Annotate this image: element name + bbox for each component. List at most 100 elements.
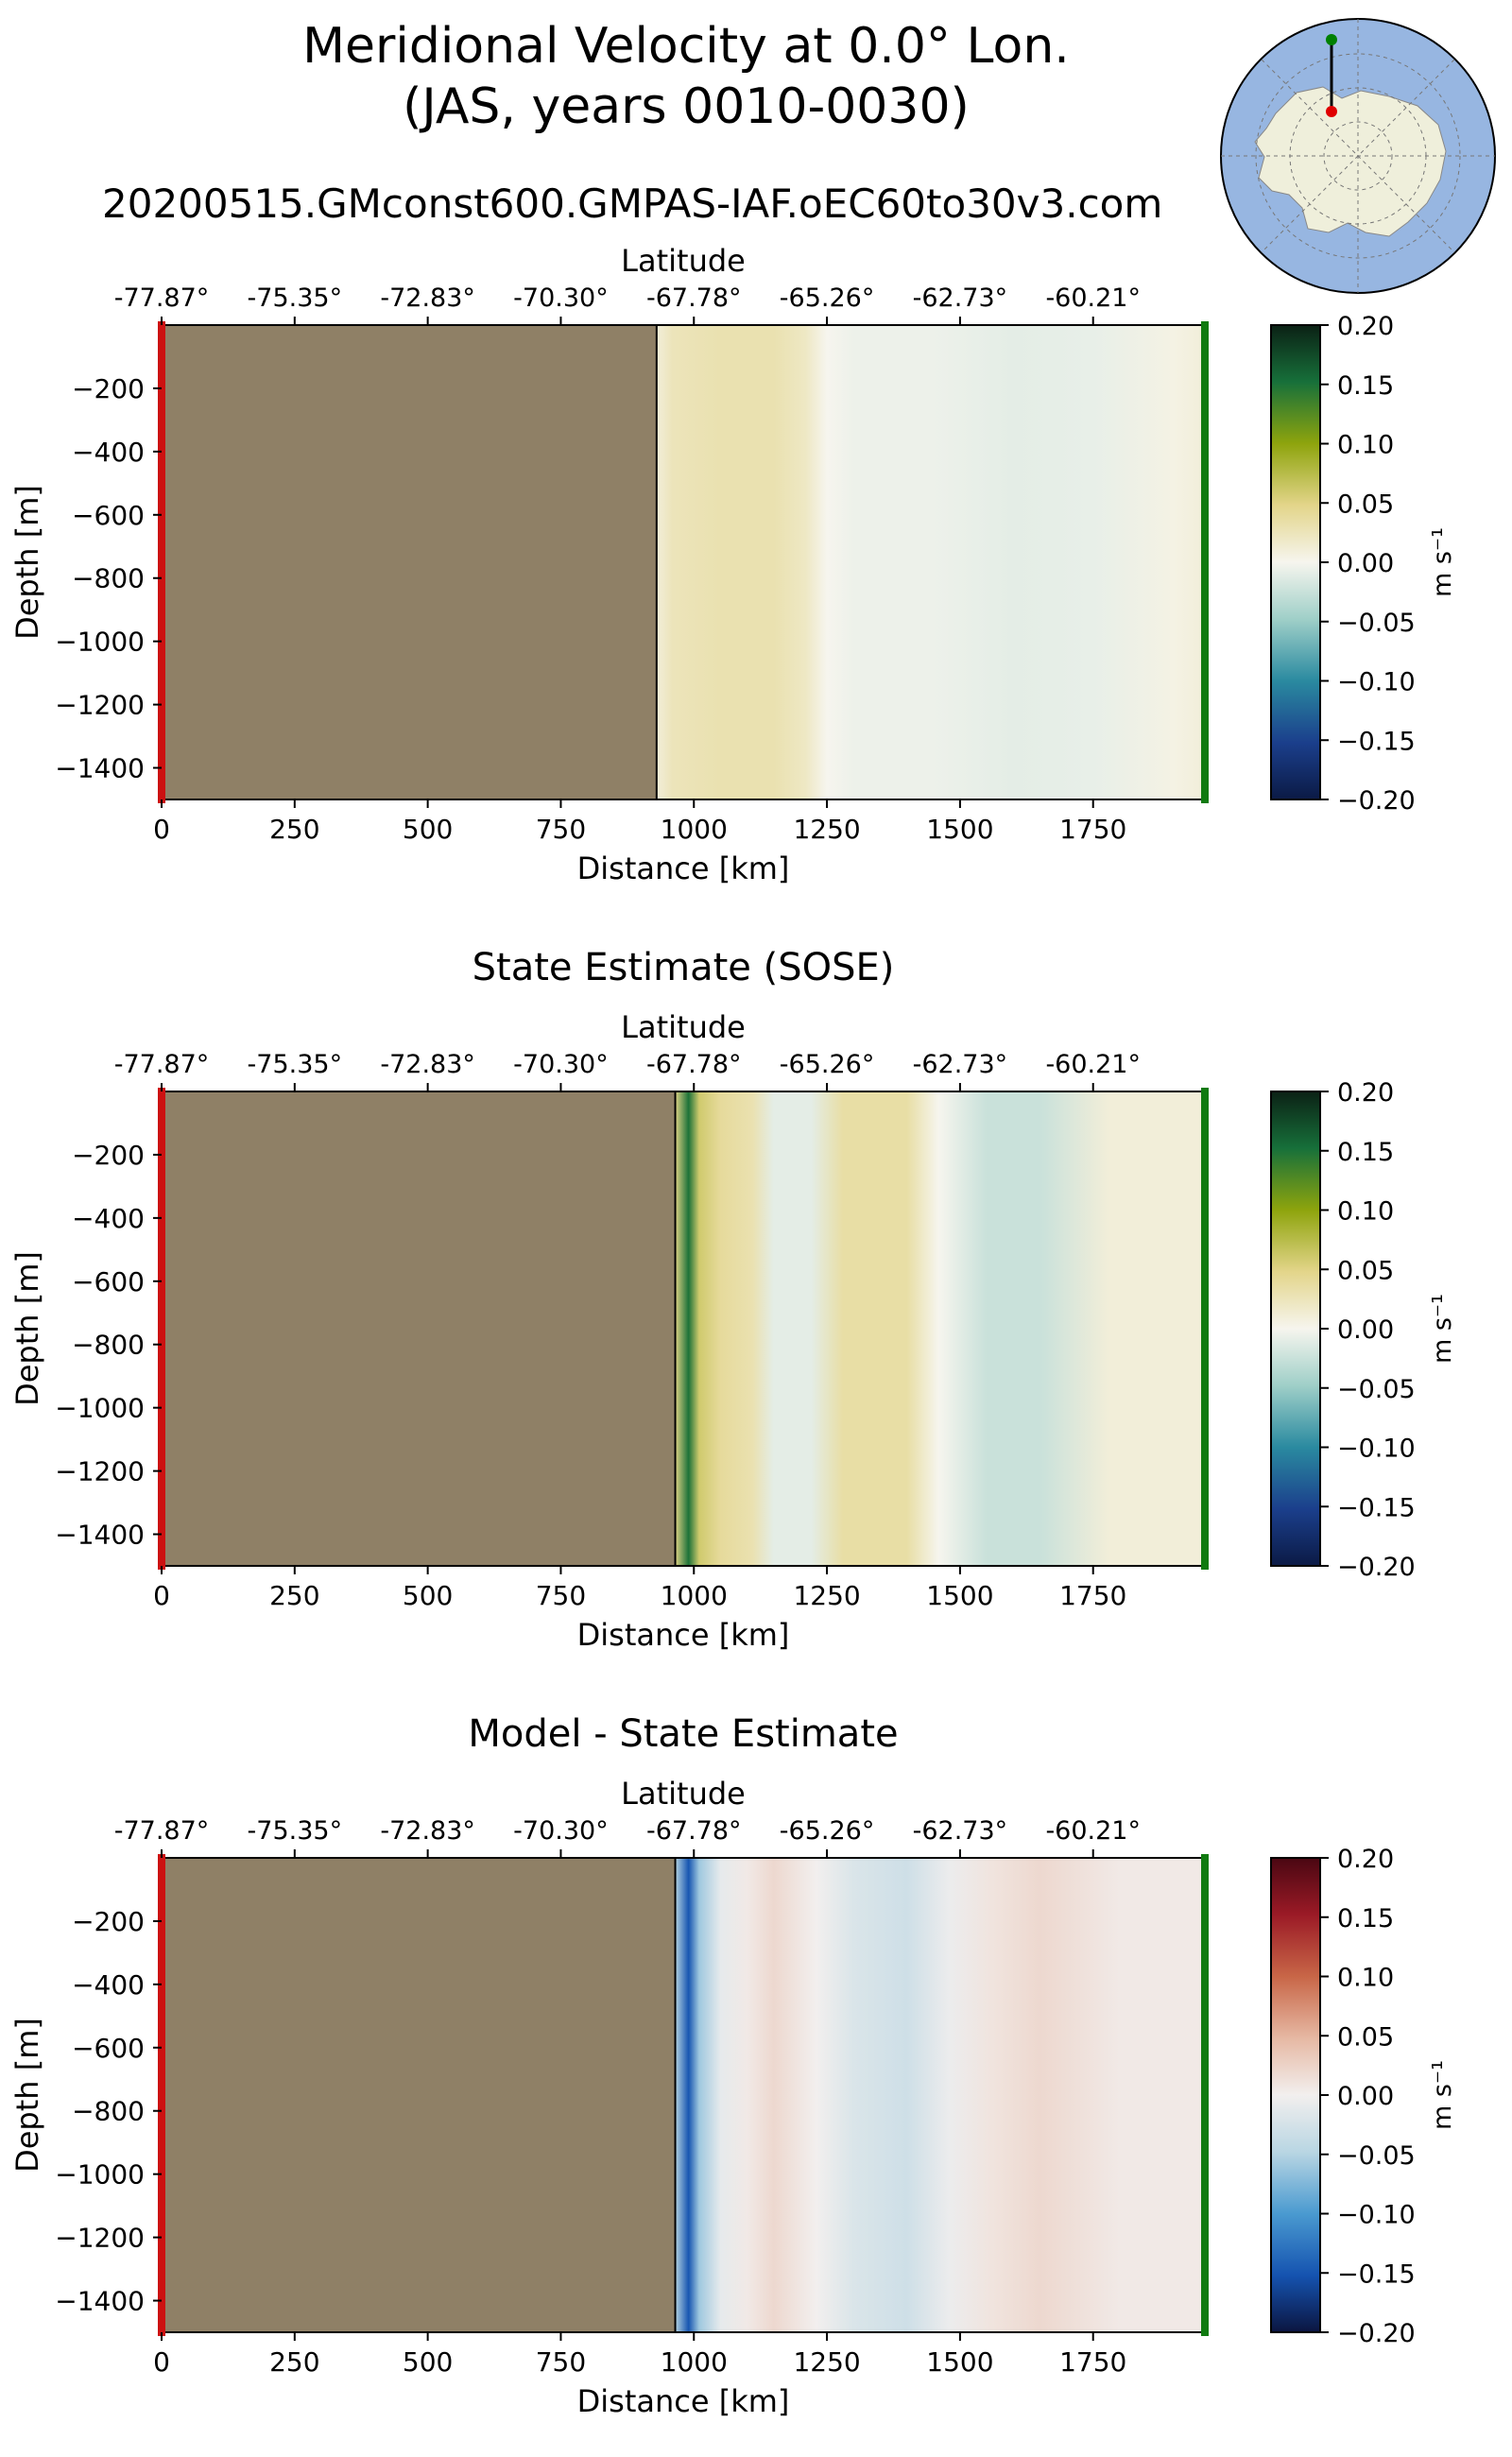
y-tick-label: −1000 bbox=[55, 1393, 145, 1424]
colorbar-tick-label: −0.20 bbox=[1337, 1553, 1416, 1582]
x-tick-label: 1750 bbox=[1059, 2346, 1126, 2378]
colorbar-tick-label: 0.20 bbox=[1337, 1078, 1394, 1108]
y-tick-label: −1400 bbox=[55, 753, 145, 784]
colorbar-tick-label: 0.05 bbox=[1337, 1256, 1394, 1285]
y-tick-label: −600 bbox=[72, 1266, 145, 1297]
colorbar-unit-label: m s⁻¹ bbox=[1428, 527, 1457, 597]
colorbar-tick-label: −0.20 bbox=[1337, 786, 1416, 816]
colorbar-tick-label: 0.10 bbox=[1337, 1197, 1394, 1227]
colorbar bbox=[1270, 1091, 1321, 1567]
colorbar-tick-label: 0.20 bbox=[1337, 312, 1394, 341]
y-tick-label: −200 bbox=[72, 1906, 145, 1937]
x-tick-label: 1750 bbox=[1059, 1580, 1126, 1611]
x-tick-label: 0 bbox=[153, 1580, 170, 1611]
run-name-title: 20200515.GMconst600.GMPAS-IAF.oEC60to30v… bbox=[102, 180, 1162, 227]
x-tick-label: 1000 bbox=[661, 2346, 728, 2378]
y-tick-label: −600 bbox=[72, 2033, 145, 2064]
panel-title: Model - State Estimate bbox=[468, 1712, 898, 1756]
latitude-tick-label: -67.78° bbox=[646, 1816, 742, 1846]
y-tick-label: −1400 bbox=[55, 1520, 145, 1551]
y-tick-label: −1400 bbox=[55, 2286, 145, 2317]
transect-end-bar bbox=[1201, 1854, 1209, 2336]
panel-2: State Estimate (SOSE) 0 250 500 750 1000 1250 1… bbox=[9, 946, 1457, 1653]
latitude-tick-label: -70.30° bbox=[513, 284, 609, 313]
y-tick-label: −800 bbox=[72, 2096, 145, 2127]
transect-start-bar bbox=[158, 1088, 165, 1570]
colorbar-tick-label: −0.15 bbox=[1337, 727, 1416, 756]
latitude-tick-label: -62.73° bbox=[913, 284, 1008, 313]
transect-end-bar bbox=[1201, 1088, 1209, 1570]
y-tick-label: −400 bbox=[72, 1969, 145, 2001]
colorbar-tick-label: 0.15 bbox=[1337, 1138, 1394, 1167]
latitude-tick-label: -70.30° bbox=[513, 1816, 609, 1846]
x-tick-label: 1500 bbox=[926, 1580, 993, 1611]
map-transect-end-marker bbox=[1326, 34, 1337, 45]
y-tick-label: −200 bbox=[72, 373, 145, 404]
y-tick-label: −400 bbox=[72, 1203, 145, 1234]
latitude-axis-label: Latitude bbox=[621, 1776, 746, 1812]
x-tick-label: 1500 bbox=[926, 2346, 993, 2378]
latitude-tick-label: -65.26° bbox=[780, 1816, 875, 1846]
y-tick-label: −1200 bbox=[55, 2223, 145, 2254]
panel-3: Model - State Estimate 0 250 500 750 1000 1250… bbox=[9, 1712, 1457, 2419]
y-tick-label: −1200 bbox=[55, 690, 145, 721]
x-tick-label: 1000 bbox=[661, 814, 728, 845]
colorbar-tick-label: 0.00 bbox=[1337, 2082, 1394, 2111]
land-mask bbox=[162, 1858, 676, 2332]
x-tick-label: 500 bbox=[403, 2346, 453, 2378]
x-tick-label: 1500 bbox=[926, 814, 993, 845]
x-tick-label: 1250 bbox=[793, 814, 860, 845]
latitude-tick-label: -72.83° bbox=[380, 284, 475, 313]
figure-title-line2: (JAS, years 0010-0030) bbox=[403, 78, 970, 135]
colorbar-tick-label: 0.15 bbox=[1337, 371, 1394, 401]
latitude-tick-label: -65.26° bbox=[780, 1050, 875, 1079]
latitude-tick-label: -62.73° bbox=[913, 1816, 1008, 1846]
y-tick-label: −1200 bbox=[55, 1456, 145, 1487]
latitude-tick-label: -60.21° bbox=[1045, 1816, 1141, 1846]
x-tick-label: 750 bbox=[536, 1580, 586, 1611]
y-tick-label: −600 bbox=[72, 500, 145, 531]
velocity-field bbox=[675, 1858, 1205, 2332]
latitude-axis-label: Latitude bbox=[621, 243, 746, 279]
panel-title: State Estimate (SOSE) bbox=[472, 946, 895, 989]
y-axis-label: Depth [m] bbox=[9, 2018, 45, 2173]
x-tick-label: 750 bbox=[536, 814, 586, 845]
transect-end-bar bbox=[1201, 321, 1209, 803]
colorbar-tick-label: −0.15 bbox=[1337, 1493, 1416, 1522]
panel-1: 0 250 500 750 1000 1250 1500 1750 Distance [km] -… bbox=[9, 243, 1457, 886]
colorbar-tick-label: −0.10 bbox=[1337, 668, 1416, 697]
latitude-tick-label: -75.35° bbox=[248, 284, 343, 313]
latitude-tick-label: -75.35° bbox=[248, 1050, 343, 1079]
colorbar-tick-label: −0.20 bbox=[1337, 2319, 1416, 2348]
y-tick-label: −200 bbox=[72, 1140, 145, 1171]
x-tick-label: 1000 bbox=[661, 1580, 728, 1611]
latitude-tick-label: -60.21° bbox=[1045, 1050, 1141, 1079]
x-tick-label: 250 bbox=[269, 1580, 319, 1611]
x-axis-label: Distance [km] bbox=[577, 850, 790, 886]
colorbar bbox=[1270, 324, 1321, 800]
land-mask bbox=[162, 1091, 676, 1566]
latitude-tick-label: -72.83° bbox=[380, 1816, 475, 1846]
colorbar-tick-label: −0.15 bbox=[1337, 2259, 1416, 2289]
x-tick-label: 750 bbox=[536, 2346, 586, 2378]
latitude-tick-label: -72.83° bbox=[380, 1050, 475, 1079]
x-axis-label: Distance [km] bbox=[577, 2383, 790, 2419]
latitude-tick-label: -70.30° bbox=[513, 1050, 609, 1079]
y-axis-label: Depth [m] bbox=[9, 1251, 45, 1406]
latitude-tick-label: -77.87° bbox=[114, 284, 210, 313]
latitude-tick-label: -75.35° bbox=[248, 1816, 343, 1846]
map-antarctica-land bbox=[1254, 86, 1447, 237]
land-mask bbox=[162, 325, 657, 799]
latitude-tick-label: -67.78° bbox=[646, 1050, 742, 1079]
latitude-tick-label: -67.78° bbox=[646, 284, 742, 313]
x-tick-label: 1750 bbox=[1059, 814, 1126, 845]
y-tick-label: −1000 bbox=[55, 2159, 145, 2191]
colorbar-tick-label: 0.05 bbox=[1337, 490, 1394, 519]
latitude-tick-label: -62.73° bbox=[913, 1050, 1008, 1079]
map-transect-start-marker bbox=[1326, 106, 1337, 117]
latitude-tick-label: -65.26° bbox=[780, 284, 875, 313]
colorbar-tick-label: 0.00 bbox=[1337, 549, 1394, 578]
y-tick-label: −800 bbox=[72, 563, 145, 594]
transect-start-bar bbox=[158, 321, 165, 803]
